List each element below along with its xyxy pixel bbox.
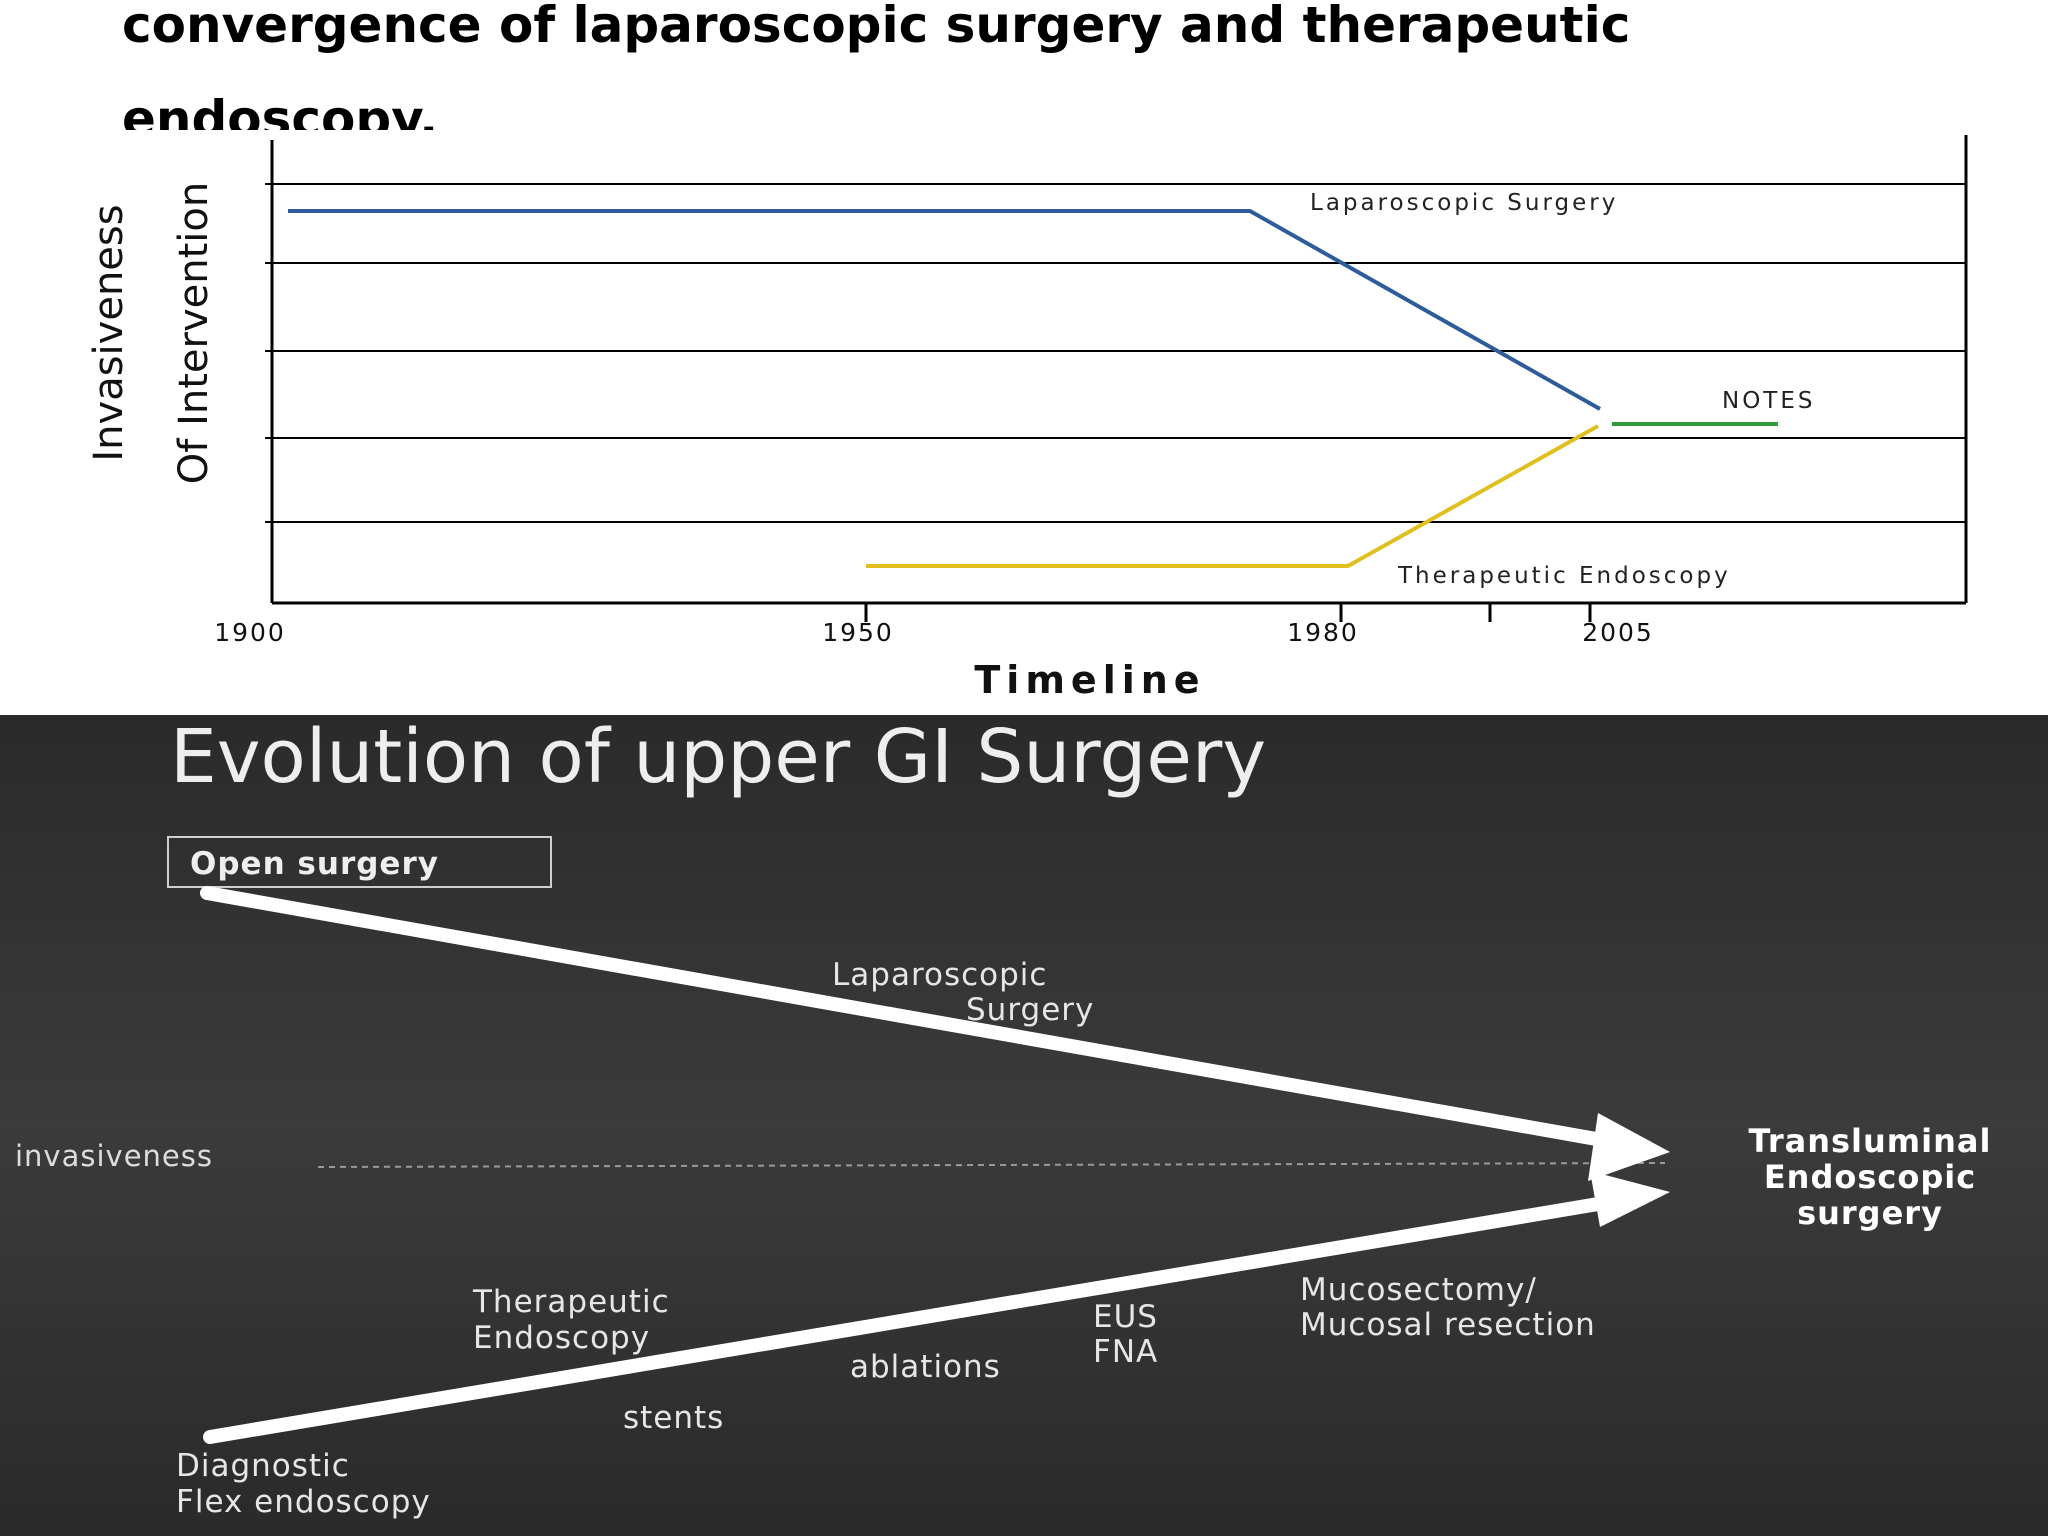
ablations-label: ablations bbox=[850, 1349, 1001, 1385]
x-tick-label: 2005 bbox=[1582, 618, 1654, 647]
page-heading: convergence of laparoscopic surgery and … bbox=[122, 0, 1631, 148]
therapeutic-endoscopy-line bbox=[866, 424, 1599, 568]
mucosectomy-label-line1: Mucosectomy/ bbox=[1300, 1272, 1537, 1308]
diagnostic-label-line2: Flex endoscopy bbox=[176, 1484, 431, 1520]
therapeutic-endoscopy-label: Therapeutic Endoscopy bbox=[1397, 563, 1731, 589]
endoscopy-arrow-head bbox=[1590, 1171, 1670, 1227]
diagram-title: Evolution of upper GI Surgery bbox=[170, 715, 1266, 800]
x-tick-label: 1980 bbox=[1287, 618, 1359, 647]
endoscopy-arrow-shaft bbox=[203, 1196, 1611, 1444]
x-axis-title: Timeline bbox=[974, 658, 1205, 702]
laparoscopic-label-line2: Surgery bbox=[966, 992, 1094, 1028]
evolution-diagram: Evolution of upper GI Surgery Open surge… bbox=[0, 715, 2048, 1536]
x-tick-label: 1900 bbox=[214, 618, 286, 647]
stents-label: stents bbox=[623, 1400, 724, 1436]
eus-label: EUS bbox=[1093, 1299, 1158, 1335]
mucosectomy-label-line2: Mucosal resection bbox=[1300, 1307, 1596, 1343]
convergence-chart: Laparoscopic Surgery NOTES Therapeutic E… bbox=[0, 130, 2048, 715]
therapeutic-label-line1: Therapeutic bbox=[472, 1284, 670, 1320]
invasiveness-midline bbox=[317, 1162, 1666, 1168]
x-tick-label: 1950 bbox=[822, 618, 894, 647]
transluminal-label-line1: Transluminal bbox=[1749, 1122, 1992, 1160]
y-axis-title-line2: Of Intervention bbox=[171, 182, 217, 484]
diagram-background bbox=[0, 715, 2048, 1536]
invasiveness-label: invasiveness bbox=[15, 1139, 213, 1173]
open-surgery-label: Open surgery bbox=[190, 846, 439, 882]
therapeutic-label-line2: Endoscopy bbox=[473, 1320, 650, 1356]
laparoscopic-surgery-label: Laparoscopic Surgery bbox=[1310, 190, 1618, 216]
diagnostic-label-line1: Diagnostic bbox=[176, 1448, 350, 1484]
transluminal-label-line2: Endoscopic bbox=[1764, 1158, 1976, 1196]
y-axis-title-line1: Invasiveness bbox=[86, 204, 132, 461]
notes-label: NOTES bbox=[1722, 388, 1816, 414]
laparoscopic-surgery-line bbox=[288, 209, 1601, 411]
laparoscopic-arrow-shaft bbox=[200, 886, 1609, 1147]
transluminal-label-line3: surgery bbox=[1797, 1194, 1943, 1232]
fna-label: FNA bbox=[1093, 1334, 1158, 1370]
laparoscopic-label-line1: Laparoscopic bbox=[832, 957, 1047, 993]
laparoscopic-arrow-head bbox=[1588, 1113, 1670, 1181]
open-surgery-box bbox=[167, 836, 552, 888]
